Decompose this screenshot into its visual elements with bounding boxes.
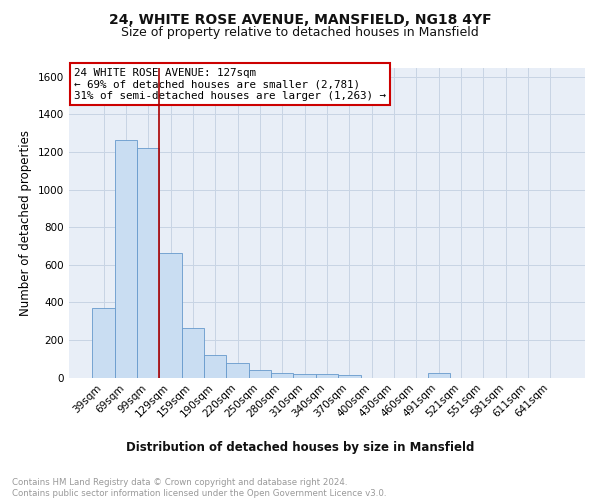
Y-axis label: Number of detached properties: Number of detached properties — [19, 130, 32, 316]
Bar — [182, 328, 204, 378]
Bar — [137, 148, 160, 378]
Bar — [271, 373, 293, 378]
Bar — [293, 374, 316, 378]
Bar — [115, 140, 137, 378]
Bar — [338, 374, 361, 378]
Bar — [226, 364, 249, 378]
Bar — [204, 355, 226, 378]
Bar — [316, 374, 338, 378]
Bar — [92, 308, 115, 378]
Text: 24, WHITE ROSE AVENUE, MANSFIELD, NG18 4YF: 24, WHITE ROSE AVENUE, MANSFIELD, NG18 4… — [109, 12, 491, 26]
Bar — [249, 370, 271, 378]
Text: Size of property relative to detached houses in Mansfield: Size of property relative to detached ho… — [121, 26, 479, 39]
Text: Distribution of detached houses by size in Mansfield: Distribution of detached houses by size … — [126, 441, 474, 454]
Bar — [160, 252, 182, 378]
Bar — [428, 374, 450, 378]
Text: Contains HM Land Registry data © Crown copyright and database right 2024.
Contai: Contains HM Land Registry data © Crown c… — [12, 478, 386, 498]
Text: 24 WHITE ROSE AVENUE: 127sqm
← 69% of detached houses are smaller (2,781)
31% of: 24 WHITE ROSE AVENUE: 127sqm ← 69% of de… — [74, 68, 386, 100]
